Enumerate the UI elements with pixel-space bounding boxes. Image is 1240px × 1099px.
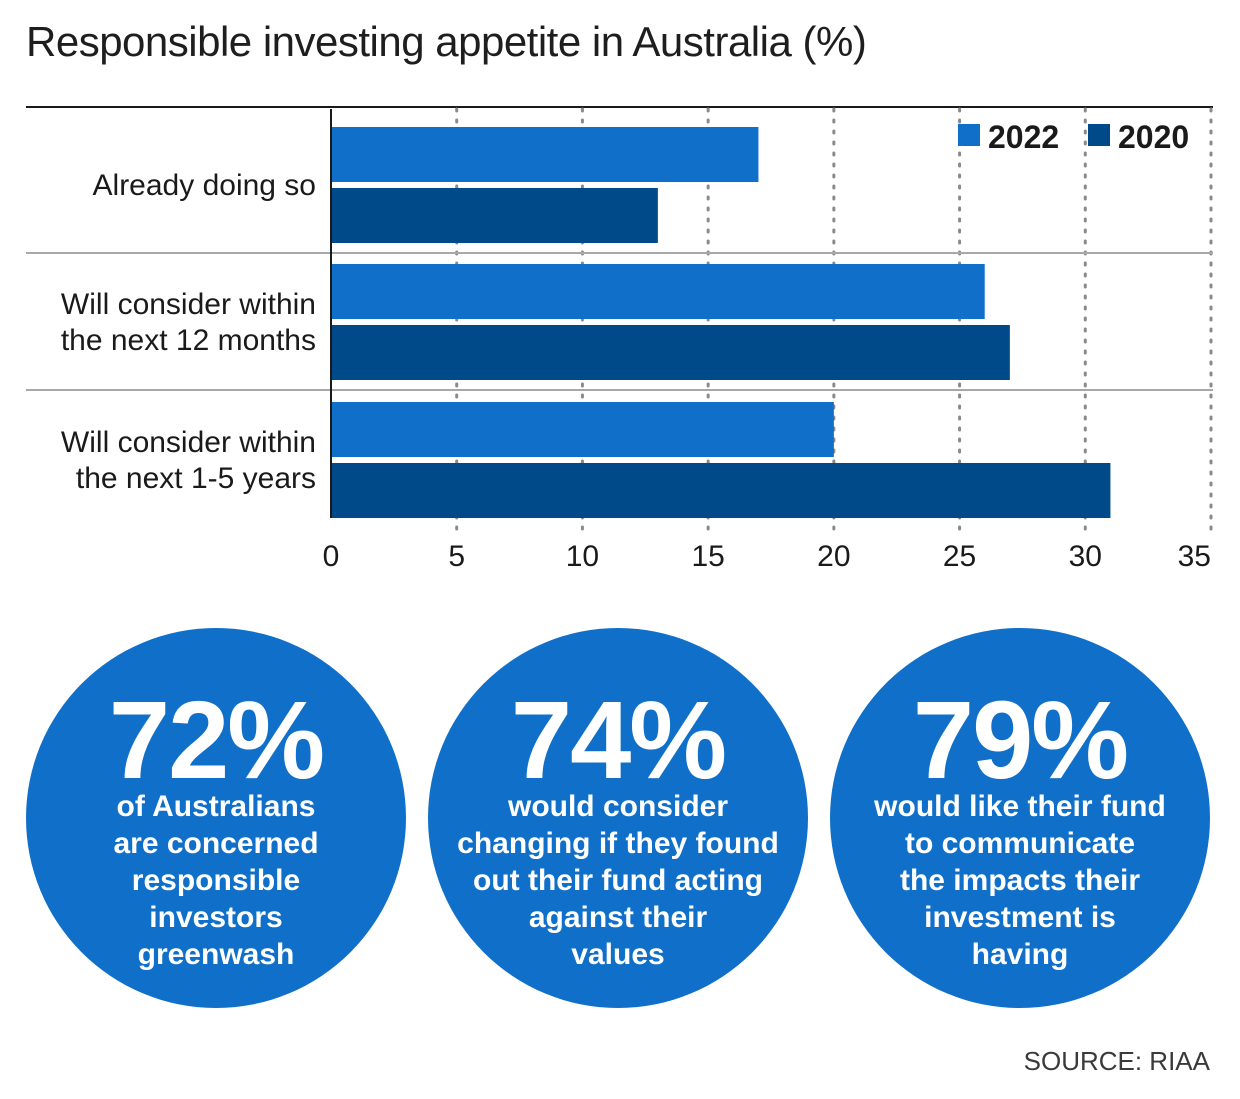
- stat-desc-line: out their fund acting: [473, 864, 763, 897]
- category-label: the next 12 months: [61, 324, 316, 357]
- stat-desc-line: investment is: [924, 901, 1116, 934]
- bar-2022-2: [331, 264, 985, 319]
- stat-desc-line: responsible: [131, 864, 301, 897]
- bar-2020-2: [331, 325, 1010, 380]
- stat-desc-3: would like their fund to communicate the…: [840, 788, 1200, 973]
- legend-label-2020: 2020: [1118, 119, 1189, 155]
- stat-desc-line: would consider: [507, 790, 729, 823]
- category-label: Will consider within: [61, 426, 316, 459]
- legend-swatch-2020: [1088, 124, 1110, 146]
- stat-desc-line: changing if they found: [457, 827, 779, 860]
- stat-desc-line: having: [971, 938, 1069, 971]
- bar-2020-3: [331, 463, 1111, 518]
- x-tick-label: 15: [691, 540, 724, 573]
- bar-2022-3: [331, 402, 834, 457]
- stat-value-3: 79%: [912, 679, 1129, 802]
- stat-desc-line: would like their fund: [874, 790, 1166, 823]
- stat-circle-1: 72% of Australians are concerned respons…: [26, 628, 406, 1008]
- stat-circle-3: 79% would like their fund to communicate…: [830, 628, 1210, 1008]
- x-tick-label: 20: [817, 540, 850, 573]
- x-tick-label: 35: [1178, 540, 1211, 573]
- bar-2020-1: [331, 188, 658, 243]
- x-tick-label: 30: [1069, 540, 1102, 573]
- bar-2022-1: [331, 127, 759, 182]
- category-label: Will consider within: [61, 288, 316, 321]
- stat-value-2: 74%: [510, 679, 727, 802]
- x-tick-label: 5: [448, 540, 465, 573]
- x-tick-label: 25: [943, 540, 976, 573]
- stat-value-1: 72%: [108, 679, 325, 802]
- category-label: the next 1-5 years: [76, 462, 316, 495]
- stat-desc-line: investors: [149, 901, 283, 934]
- stat-desc-line: are concerned: [113, 827, 319, 860]
- stat-desc-line: against their: [528, 901, 708, 934]
- chart-title: Responsible investing appetite in Austra…: [26, 18, 867, 65]
- stat-desc-line: the impacts their: [899, 864, 1141, 897]
- source-note: SOURCE: RIAA: [1023, 1046, 1210, 1076]
- stat-desc-line: greenwash: [137, 938, 295, 971]
- x-tick-label: 10: [566, 540, 599, 573]
- stat-desc-2: would consider changing if they found ou…: [438, 788, 798, 973]
- legend-label-2022: 2022: [988, 119, 1059, 155]
- stat-circle-2: 74% would consider changing if they foun…: [428, 628, 808, 1008]
- stat-desc-line: of Australians: [116, 790, 316, 823]
- x-tick-label: 0: [323, 540, 340, 573]
- stat-desc-line: values: [571, 938, 665, 971]
- legend-swatch-2022: [958, 124, 980, 146]
- stat-desc-line: to communicate: [904, 827, 1136, 860]
- category-label: Already doing so: [93, 169, 316, 202]
- stat-desc-1: of Australians are concerned responsible…: [36, 788, 396, 973]
